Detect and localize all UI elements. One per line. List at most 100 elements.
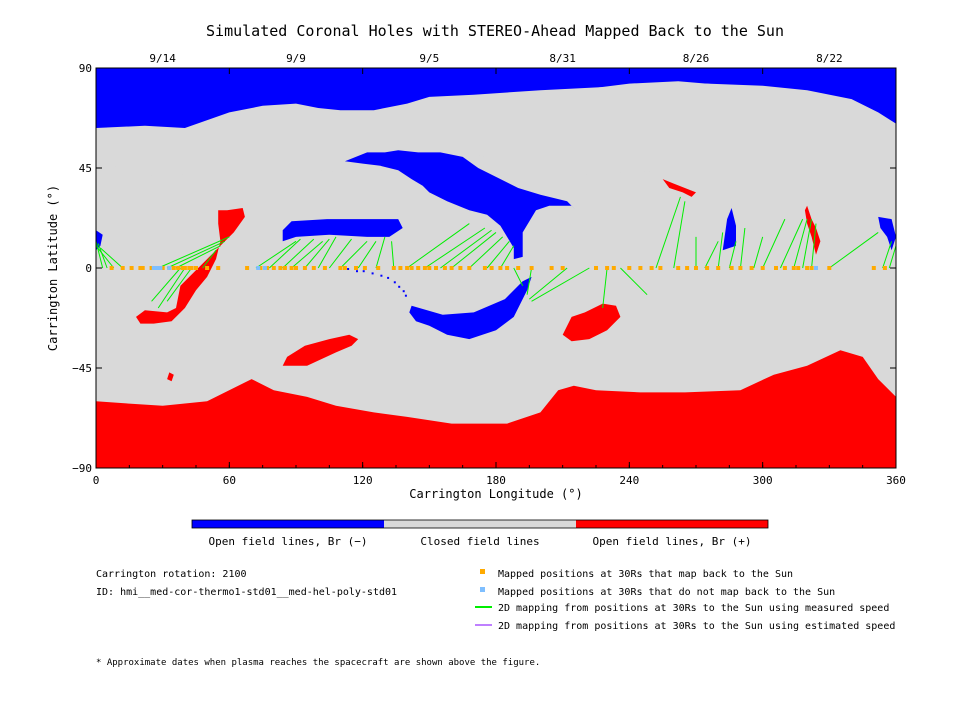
- mapped-point-31: [354, 266, 358, 270]
- mapped-point-36: [405, 266, 410, 270]
- mapped-point-27: [311, 266, 316, 270]
- colorbar-open-positive: [576, 520, 768, 528]
- unmapped-point-5: [256, 266, 261, 270]
- mapped-point-9: [171, 266, 176, 270]
- coronal-hole-negative-1: [344, 150, 576, 260]
- mapping-line-27: [486, 241, 510, 269]
- mapped-point-71: [782, 266, 787, 270]
- mapping-line-4: [158, 236, 230, 269]
- mapping-line-8: [157, 267, 186, 309]
- mapped-point-34: [391, 266, 396, 270]
- mapped-point-35: [398, 266, 403, 270]
- mapping-line-3: [100, 247, 124, 269]
- mapping-line-9: [166, 267, 192, 302]
- mapped-point-55: [605, 266, 610, 270]
- mapped-point-18: [245, 266, 250, 270]
- x-tick-label-4: 240: [619, 474, 639, 487]
- negative-fragment-1: [371, 272, 374, 275]
- unmapped-point-2: [156, 266, 161, 270]
- mapped-point-60: [658, 266, 663, 270]
- mapped-point-17: [216, 266, 221, 270]
- mapped-point-43: [449, 266, 454, 270]
- mapped-point-51: [529, 266, 534, 270]
- mapping-line-1: [97, 243, 108, 269]
- mapped-point-3: [138, 266, 143, 270]
- mapping-line-35: [655, 196, 681, 269]
- mapping-line-16: [317, 236, 337, 269]
- mapped-point-38: [416, 266, 421, 270]
- mapping-line-38: [704, 241, 719, 269]
- carrington-rotation: Carrington rotation: 2100: [96, 569, 247, 580]
- colorbar-frame: [191, 519, 769, 529]
- unmapped-point-4: [167, 266, 172, 270]
- mapping-line-33: [602, 267, 608, 309]
- mapped-point-69: [760, 266, 765, 270]
- mapping-line-11: [255, 240, 297, 269]
- y-tick-label-1: 45: [79, 162, 92, 175]
- mapping-line-25: [451, 232, 497, 269]
- mapping-line-22: [406, 223, 470, 269]
- mapped-point-32: [362, 266, 367, 270]
- mapped-point-5: [149, 266, 154, 270]
- mapping-line-28: [500, 245, 515, 269]
- coronal-hole-negative-0: [282, 219, 403, 242]
- closed-field-region: [96, 83, 896, 177]
- mapped-point-53: [560, 266, 565, 270]
- mapped-point-39: [422, 266, 427, 270]
- mapping-line-20: [375, 236, 386, 269]
- mapping-line-36: [673, 201, 686, 269]
- negative-fragment-3: [387, 276, 390, 279]
- mapped-point-72: [791, 266, 796, 270]
- unmapped-point-6: [262, 266, 267, 270]
- mapping-line-42: [753, 236, 764, 269]
- x-tick-label-2: 120: [353, 474, 373, 487]
- coronal-hole-negative-5: [96, 230, 103, 251]
- mapped-point-24: [289, 266, 294, 270]
- mapped-point-74: [805, 266, 810, 270]
- mapped-point-20: [265, 266, 270, 270]
- colorbar: Open field lines, Br (−) Closed field li…: [191, 519, 769, 548]
- mapped-point-11: [180, 266, 185, 270]
- mapped-point-13: [187, 266, 192, 270]
- mapped-point-64: [705, 266, 710, 270]
- unmapped-point-0: [151, 266, 156, 270]
- x-axis-label: Carrington Longitude (°): [409, 487, 582, 501]
- date-label-3: 8/31: [549, 52, 576, 65]
- mapping-line-29: [513, 267, 524, 287]
- colorbar-open-negative: [192, 520, 384, 528]
- mapped-point-25: [294, 266, 298, 270]
- mapped-point-76: [827, 266, 832, 270]
- mapped-point-22: [278, 266, 283, 270]
- mapping-line-40: [728, 241, 737, 269]
- mapped-point-42: [442, 266, 447, 270]
- date-label-4: 8/26: [683, 52, 710, 65]
- north-polar-hole-negative: [96, 68, 896, 155]
- mapped-point-4: [140, 266, 145, 270]
- mapping-line-49: [882, 241, 893, 269]
- mapped-point-62: [685, 266, 690, 270]
- mapping-line-23: [424, 227, 486, 269]
- mapped-point-7: [160, 266, 165, 270]
- negative-fragment-0: [362, 270, 365, 273]
- mapped-point-16: [205, 266, 210, 270]
- coronal-hole-negative-3: [722, 208, 736, 251]
- negative-fragment-4: [393, 281, 396, 284]
- x-tick-label-5: 300: [753, 474, 773, 487]
- mapped-point-61: [676, 266, 681, 270]
- mapping-line-45: [793, 218, 808, 269]
- colorbar-label-positive: Open field lines, Br (+): [593, 535, 752, 548]
- mapped-point-26: [302, 266, 307, 270]
- colorbar-closed: [384, 520, 576, 528]
- unmapped-point-1: [154, 266, 158, 270]
- mapping-line-17: [328, 238, 352, 269]
- mapping-line-31: [529, 267, 568, 300]
- mapping-line-19: [357, 241, 377, 269]
- mapped-point-52: [549, 266, 554, 270]
- coronal-hole-positive-4: [804, 205, 821, 255]
- mapping-line-10: [202, 249, 217, 269]
- model-id: ID: hmi__med-cor-thermo1-std01__med-hel-…: [96, 587, 397, 598]
- mapping-line-12: [268, 238, 301, 269]
- axes: 0 60 120 180 240 300 360 90 45 0 −45 −90: [72, 62, 906, 487]
- mapped-point-44: [458, 266, 463, 270]
- date-label-2: 9/5: [419, 52, 439, 65]
